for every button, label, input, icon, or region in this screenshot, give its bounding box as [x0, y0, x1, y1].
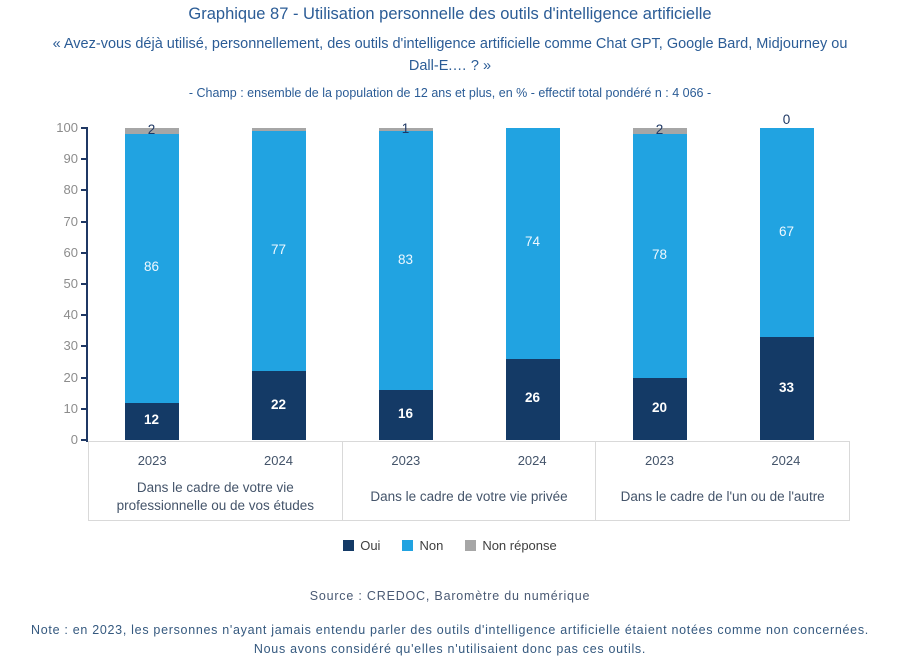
bar-segment-oui	[378, 390, 433, 440]
value-label-non: 67	[778, 223, 795, 239]
legend-item: Non	[402, 538, 443, 553]
bar-segment-oui	[632, 377, 687, 440]
y-axis-tick	[81, 345, 87, 348]
bar-segment-non	[505, 128, 560, 359]
y-axis-label: 0	[70, 432, 78, 447]
bar-segment-nr	[632, 128, 687, 135]
y-axis-label: 10	[63, 400, 78, 416]
y-axis-label: 90	[63, 151, 78, 167]
bar-segment-non	[251, 131, 306, 372]
value-label-oui: 26	[524, 390, 541, 406]
x-axis-group-label: Dans le cadre de votre vie professionnel…	[116, 479, 315, 513]
y-axis-label: 40	[63, 307, 78, 323]
value-label-nr: 2	[147, 122, 156, 138]
footnote: Note : en 2023, les personnes n'ayant ja…	[31, 623, 869, 656]
bar-segment-oui	[251, 371, 306, 440]
figure-title: Graphique 87 - Utilisation personnelle d…	[188, 5, 712, 23]
value-label-non: 77	[270, 242, 287, 258]
value-label-oui: 33	[778, 379, 795, 395]
y-axis-tick	[81, 127, 87, 129]
bar-segment-nr	[378, 128, 433, 132]
x-axis-year-label: 2023	[391, 453, 421, 468]
legend-swatch-icon	[343, 540, 355, 551]
y-axis-tick	[81, 251, 87, 254]
legend-swatch-icon	[402, 540, 414, 551]
value-label-non: 86	[143, 259, 160, 275]
y-axis-tick	[81, 283, 87, 285]
bar-segment-nr	[124, 128, 179, 135]
x-axis-year-label: 2024	[264, 453, 293, 468]
y-axis-label: 80	[63, 182, 78, 198]
y-axis-label: 30	[63, 338, 78, 354]
bar-segment-non	[759, 128, 814, 338]
bar-segment-nr	[251, 128, 306, 132]
y-axis-label: 50	[63, 276, 78, 291]
value-label-oui: 20	[651, 399, 668, 415]
x-axis-year-label: 2024	[771, 453, 801, 468]
survey-question: « Avez-vous déjà utilisé, personnellemen…	[52, 36, 848, 74]
y-axis-label: 70	[63, 213, 78, 229]
legend-swatch-icon	[465, 540, 477, 551]
bar-segment-non	[632, 134, 687, 378]
x-axis-year-label: 2023	[645, 453, 674, 468]
legend-item: Oui	[343, 538, 380, 553]
champ-note: - Champ : ensemble de la population de 1…	[188, 86, 712, 100]
legend-label: Oui	[360, 538, 381, 553]
value-label-nr: 0	[782, 112, 791, 127]
y-axis-tick	[81, 158, 87, 161]
axis-group-box: 2023 2024 Dans le cadre de l'un ou de l'au…	[596, 441, 851, 521]
bar-segment-non	[124, 134, 179, 403]
source-caption: Source : CREDOC, Baromètre du numérique	[309, 589, 591, 603]
y-axis-label: 60	[63, 244, 78, 260]
value-label-non: 74	[524, 234, 541, 250]
value-label-nr: 2	[655, 122, 664, 138]
bar-segment-oui	[505, 358, 560, 440]
x-axis-group-label: Dans le cadre de l'un ou de l'autre	[620, 488, 825, 504]
value-label-oui: 22	[270, 396, 287, 412]
y-axis-tick	[81, 314, 87, 317]
legend-label: Non réponse	[482, 538, 557, 553]
bar-segment-oui	[124, 402, 179, 440]
legend-label: Non	[419, 538, 444, 553]
y-axis-label: 20	[63, 369, 78, 385]
x-axis-year-label: 2023	[137, 453, 167, 468]
y-axis-tick	[81, 220, 87, 223]
y-axis-tick	[81, 407, 87, 410]
chart-legend: Oui Non Non réponse	[0, 538, 900, 553]
y-axis-tick	[81, 439, 87, 441]
value-label-nr: 1	[401, 120, 410, 136]
value-label-oui: 12	[143, 412, 160, 428]
value-label-oui: 16	[397, 406, 414, 422]
x-axis-year-label: 2024	[517, 453, 547, 468]
legend-item: Non réponse	[465, 538, 557, 553]
axis-group-box: 2023 2024 Dans le cadre de votre vie privé…	[342, 441, 597, 521]
x-axis-groups: 2023 2024 Dans le cadre de votre vie profe…	[88, 441, 851, 521]
y-axis-line	[86, 127, 88, 442]
value-label-non: 78	[651, 246, 668, 262]
axis-group-box: 2023 2024 Dans le cadre de votre vie profe…	[88, 441, 343, 521]
y-axis-tick	[81, 376, 87, 379]
y-axis-label: 100	[56, 120, 78, 135]
bar-segment-oui	[759, 337, 814, 440]
bar-segment-non	[378, 131, 433, 391]
x-axis-group-label: Dans le cadre de votre vie privée	[370, 488, 568, 504]
y-axis-tick	[81, 189, 87, 192]
value-label-non: 83	[397, 251, 414, 267]
